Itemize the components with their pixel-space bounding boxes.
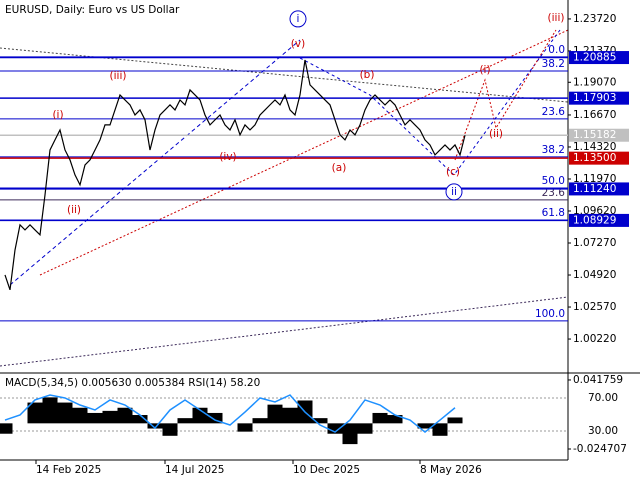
wave-label: (iii) — [110, 70, 127, 82]
macd-bar — [72, 407, 88, 424]
y-tick-label: 1.14320 — [573, 141, 616, 153]
trendline — [9, 39, 301, 286]
level-box — [569, 151, 629, 165]
macd-bar — [417, 423, 433, 429]
y-tick-label: 1.04920 — [573, 269, 616, 281]
fib-label: 23.6 — [542, 187, 566, 199]
wave-label: (iv) — [219, 151, 236, 163]
y-tick-label: 1.23720 — [573, 13, 616, 25]
macd-bar — [162, 423, 178, 436]
level-label: 1.20885 — [573, 52, 616, 64]
rsi-line — [4, 394, 456, 434]
macd-bar — [132, 415, 148, 424]
macd-bar — [267, 404, 283, 424]
macd-bar — [42, 397, 58, 424]
x-tick-label: 10 Dec 2025 — [293, 464, 360, 476]
indicator-title: MACD(5,34,5) 0.005630 0.005384 RSI(14) 5… — [5, 377, 260, 389]
y-tick-label: 70.00 — [588, 392, 618, 404]
fib-label: 23.6 — [542, 106, 566, 118]
level-label: 1.13500 — [573, 152, 616, 164]
x-tick-label: 14 Feb 2025 — [36, 464, 101, 476]
level-label: 1.15182 — [573, 129, 616, 141]
macd-bar — [117, 407, 133, 424]
wave-label: (i) — [52, 109, 63, 121]
macd-bar — [282, 407, 298, 424]
macd-bar — [27, 402, 43, 424]
level-box — [569, 91, 629, 105]
y-tick-label: 1.11970 — [573, 173, 616, 185]
macd-bar — [312, 418, 328, 424]
x-tick-label: 8 May 2026 — [420, 464, 482, 476]
fib-label: 0.0 — [548, 44, 565, 56]
trendline — [0, 296, 569, 367]
wave-label: (v) — [291, 38, 305, 50]
wave-label: (i) — [479, 64, 490, 76]
macd-bar — [177, 418, 193, 424]
macd-bar — [327, 423, 343, 434]
macd-bar — [57, 402, 73, 424]
macd-bar — [0, 423, 13, 434]
level-label: 1.17903 — [573, 92, 616, 104]
macd-bar — [372, 412, 388, 424]
fib-label: 38.2 — [542, 144, 565, 156]
level-box — [569, 182, 629, 196]
macd-bar — [237, 423, 253, 432]
fib-label: 38.2 — [542, 58, 565, 70]
price-line — [4, 59, 466, 291]
level-box — [569, 51, 629, 65]
level-label: 1.11240 — [573, 183, 616, 195]
macd-bar — [387, 415, 403, 424]
y-tick-label: 1.19070 — [573, 76, 616, 88]
y-tick-label: 1.07270 — [573, 237, 616, 249]
wave-label: (ii) — [67, 204, 81, 216]
y-tick-label: 1.16670 — [573, 109, 616, 121]
chart-title: EURUSD, Daily: Euro vs US Dollar — [5, 4, 180, 16]
y2-tick-label: 0.041759 — [573, 374, 623, 386]
macd-bar — [102, 410, 118, 424]
macd-bar — [147, 423, 163, 429]
fib-label: 50.0 — [542, 175, 565, 187]
y-tick-label: 30.00 — [588, 425, 618, 437]
projection — [299, 29, 561, 176]
wave-circle — [289, 10, 307, 28]
wave-label: (iii) — [548, 12, 565, 24]
macd-bar — [252, 418, 268, 424]
wave-circle — [445, 183, 463, 201]
level-box — [569, 128, 629, 142]
macd-bar — [447, 417, 463, 424]
wave-label: ii — [451, 186, 457, 198]
y-tick-label: 1.00220 — [573, 333, 616, 345]
x-tick-label: 14 Jul 2025 — [165, 464, 224, 476]
macd-bar — [87, 412, 103, 424]
macd-bar — [207, 412, 223, 424]
level-label: 1.08929 — [573, 214, 616, 226]
trendline — [0, 47, 569, 103]
wave-label: (ii) — [489, 128, 503, 140]
fib-label: 61.8 — [542, 207, 565, 219]
macd-bar — [432, 423, 448, 436]
wave-label: (a) — [332, 162, 347, 174]
fib-label: 100.0 — [535, 308, 565, 320]
projection — [454, 29, 557, 161]
level-box — [569, 213, 629, 227]
y-tick-label: 1.02570 — [573, 301, 616, 313]
y2-tick-label: -0.024707 — [573, 443, 627, 455]
wave-label: i — [297, 13, 300, 25]
macd-bar — [342, 423, 358, 445]
wave-label: (c) — [446, 166, 460, 178]
macd-bar — [357, 423, 373, 434]
wave-label: (b) — [360, 69, 375, 81]
